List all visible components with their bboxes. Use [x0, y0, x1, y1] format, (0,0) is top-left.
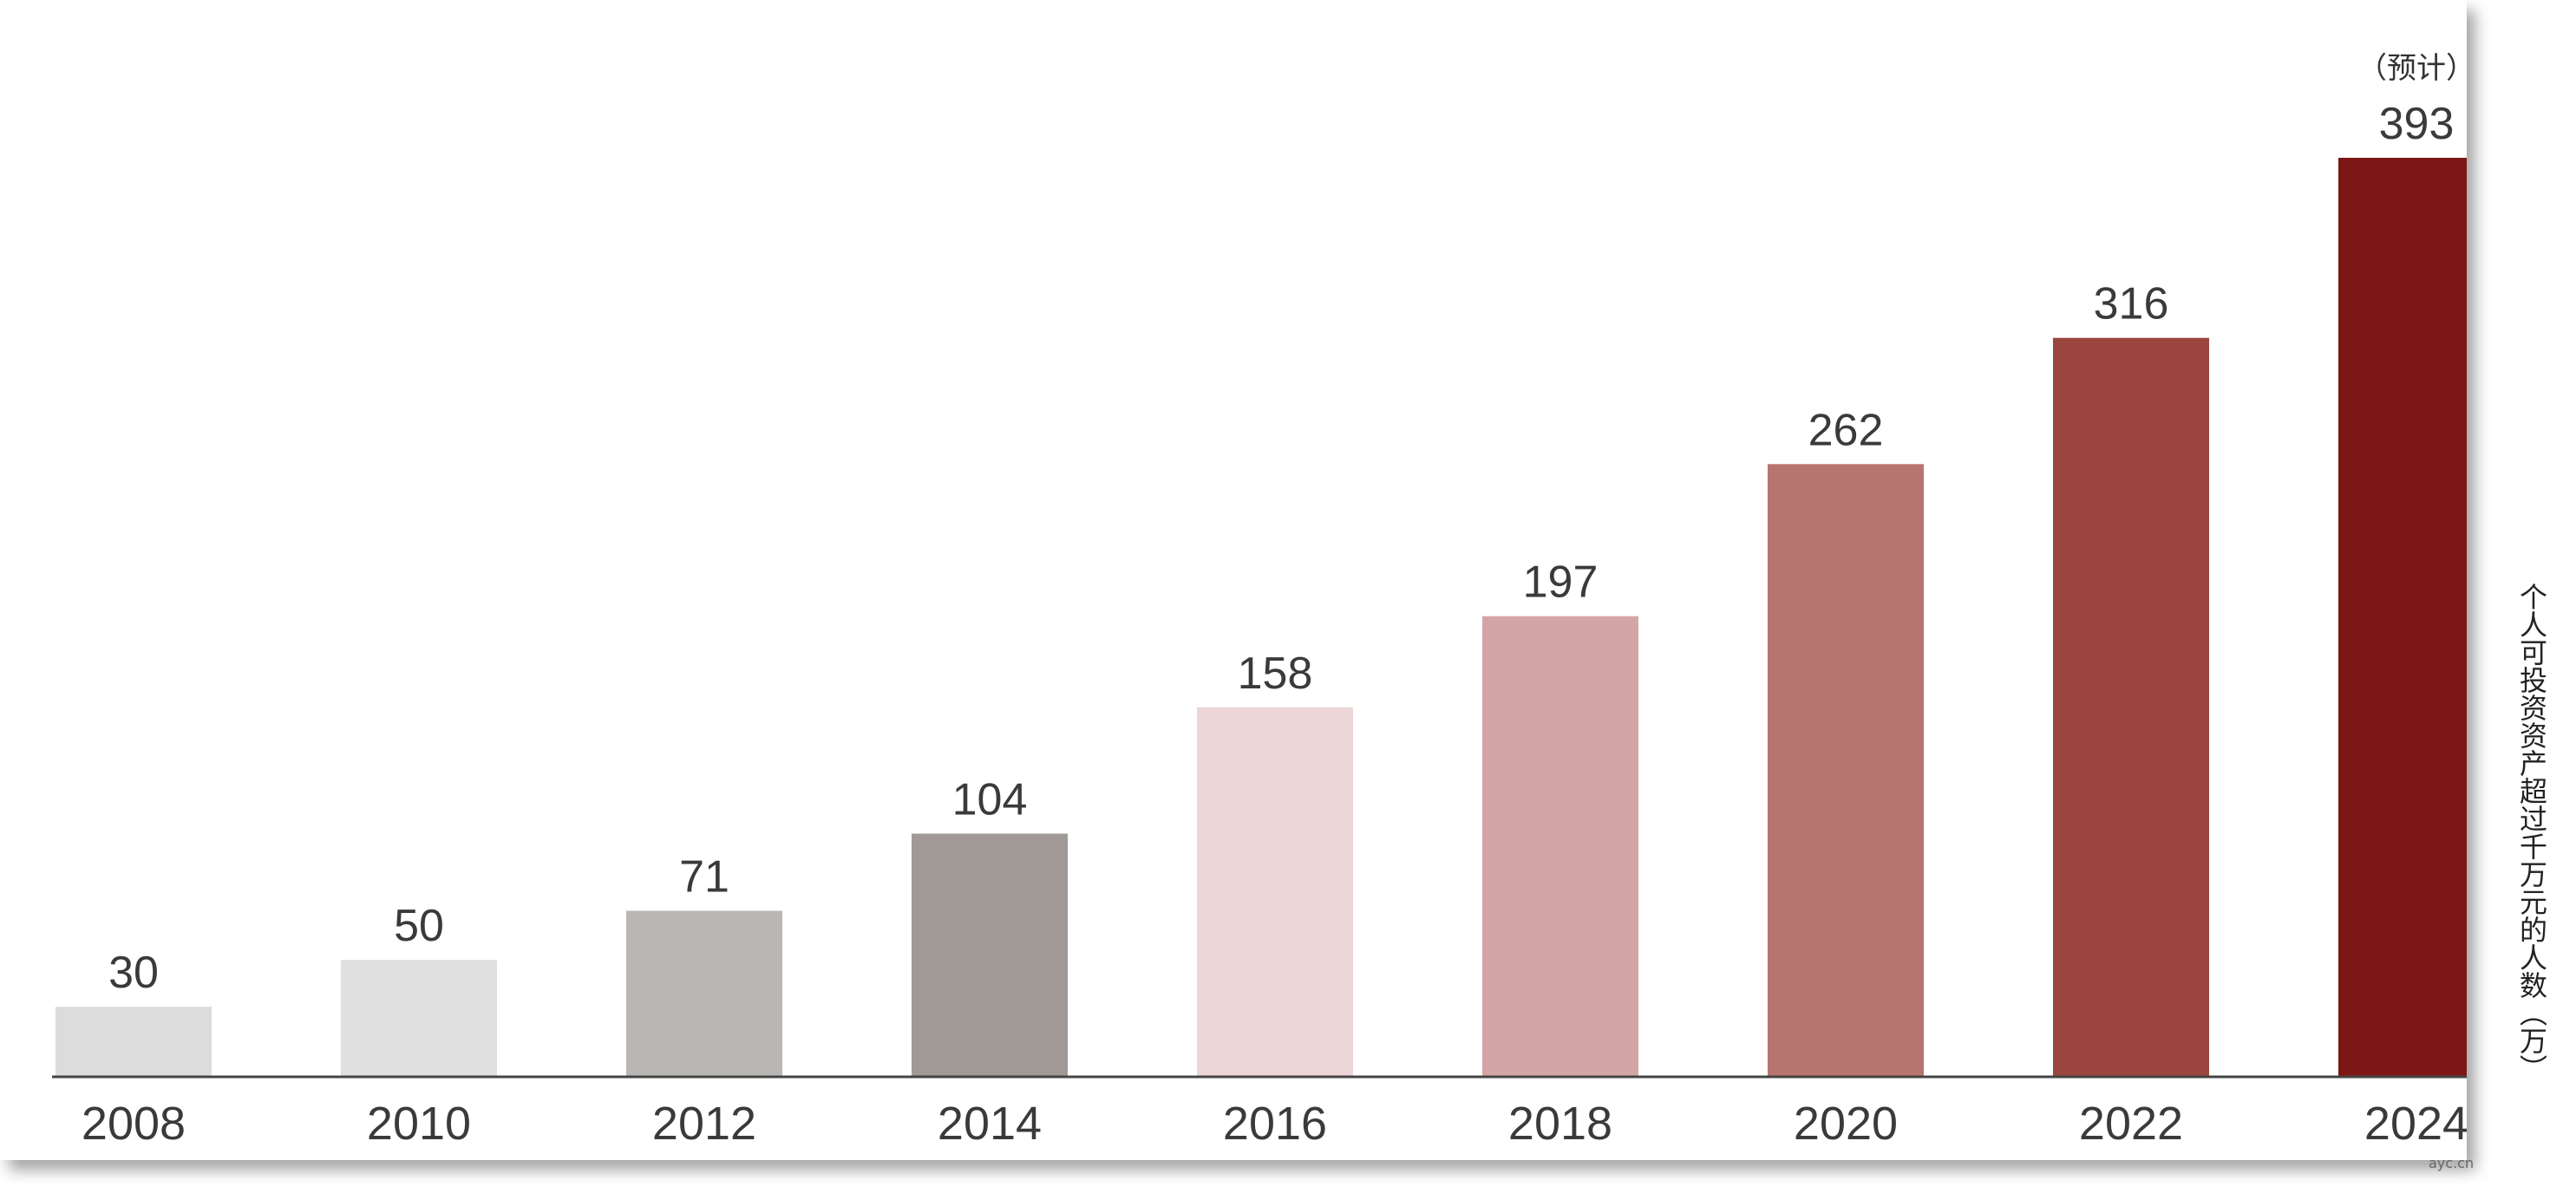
chart-card: 30 2008 50 2010 71 2012 104 2014 158 2016 197 2018 2… [52, 51, 2467, 1150]
bar-chart: 30 2008 50 2010 71 2012 104 2014 158 2016 197 2018 2… [52, 51, 2467, 1150]
bar-2008 [56, 1007, 212, 1077]
bar-2020 [1768, 464, 1924, 1077]
data-label-2014: 104 [952, 775, 1028, 825]
x-tick-label-2024: 2024 [2364, 1098, 2467, 1150]
bar-2018 [1482, 616, 1638, 1077]
data-label-2008: 30 [108, 948, 159, 998]
x-tick-label-2016: 2016 [1223, 1098, 1327, 1150]
x-tick-label-2012: 2012 [652, 1098, 756, 1150]
data-label-2024: 393 [2379, 99, 2455, 149]
data-label-2018: 197 [1523, 557, 1599, 608]
bar-2024 [2338, 158, 2467, 1077]
bar-2010 [341, 960, 497, 1077]
x-tick-label-2008: 2008 [82, 1098, 186, 1150]
bar-2022 [2053, 337, 2209, 1077]
x-tick-label-2018: 2018 [1508, 1098, 1612, 1150]
x-tick-label-2010: 2010 [367, 1098, 471, 1150]
data-label-2020: 262 [1808, 405, 1884, 455]
data-label-2022: 316 [2094, 279, 2169, 329]
x-tick-label-2014: 2014 [938, 1098, 1042, 1150]
bar-2012 [626, 910, 782, 1077]
bar-2016 [1197, 707, 1353, 1077]
x-tick-label-2022: 2022 [2079, 1098, 2183, 1150]
bar-2014 [912, 833, 1068, 1077]
y-axis-label: 个人可投资资产超过千万元的人数（万） [2515, 583, 2548, 1082]
x-tick-label-2020: 2020 [1794, 1098, 1898, 1150]
data-label-2010: 50 [394, 901, 444, 951]
watermark: ayc.cn [2429, 1155, 2475, 1171]
data-label-2016: 158 [1238, 649, 1313, 699]
annotation-estimated: （预计） [2357, 51, 2467, 86]
data-label-2012: 71 [679, 852, 729, 903]
